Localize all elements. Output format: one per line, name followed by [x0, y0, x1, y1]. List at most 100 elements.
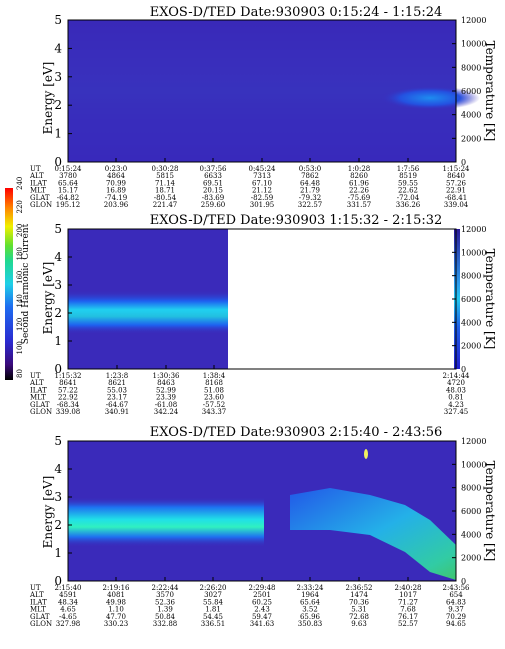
- row-label: MLT: [30, 606, 46, 614]
- ytick-label: 4: [54, 250, 62, 264]
- table-cell: 332.88: [153, 620, 178, 628]
- panel-3-ylabel: Energy [eV]: [41, 476, 55, 549]
- table-cell: 2:36:52: [346, 584, 373, 592]
- table-cell: 55.03: [107, 386, 127, 394]
- panel-1-y2label: Temperature [K]: [483, 41, 497, 142]
- table-cell: 2:22:44: [152, 584, 180, 592]
- panel-2-feature: [68, 290, 228, 334]
- table-cell: 52.99: [156, 386, 176, 394]
- table-cell: 4591: [59, 591, 77, 599]
- table-cell: -68.34: [57, 401, 80, 409]
- table-cell: -4.65: [59, 613, 77, 621]
- table-cell: 71.14: [155, 179, 176, 187]
- colorbar-tick-label: 180: [16, 247, 24, 260]
- table-cell: 8519: [399, 172, 417, 180]
- row-label: UT: [30, 584, 41, 592]
- table-cell: 2:19:16: [103, 584, 131, 592]
- colorbar-tick-label: 140: [16, 294, 24, 307]
- row-label: GLON: [30, 201, 52, 209]
- table-cell: 54.45: [203, 613, 223, 621]
- table-cell: 22.92: [58, 394, 78, 402]
- table-cell: 23.39: [156, 394, 176, 402]
- y2tick-label: 6000: [461, 87, 481, 96]
- table-cell: 3570: [156, 591, 174, 599]
- row-label: ILAT: [30, 179, 47, 187]
- table-cell: 2.43: [254, 606, 270, 614]
- y2tick-label: 12000: [461, 225, 486, 234]
- panel-2-title: EXOS-D/TED Date:930903 1:15:32 - 2:15:32: [150, 213, 443, 228]
- y2tick-label: 10000: [461, 40, 486, 49]
- table-cell: 9.37: [448, 606, 464, 614]
- table-cell: 8463: [157, 379, 175, 387]
- y2tick-label: 0: [461, 365, 466, 374]
- table-cell: 336.51: [201, 620, 226, 628]
- y2tick-label: 0: [461, 577, 466, 586]
- table-cell: 76.17: [398, 613, 418, 621]
- table-cell: 18.71: [155, 187, 175, 195]
- ytick-label: 2: [54, 98, 62, 112]
- ytick-label: 1: [54, 546, 62, 560]
- table-cell: 4864: [107, 172, 125, 180]
- panel-1-title: EXOS-D/TED Date:930903 0:15:24 - 1:15:24: [150, 5, 443, 20]
- table-cell: 1.39: [157, 606, 173, 614]
- colorbar-tick-label: 80: [16, 369, 24, 378]
- panel-3: EXOS-D/TED Date:930903 2:15:40 - 2:43:56…: [29, 425, 497, 628]
- panel-1: EXOS-D/TED Date:930903 0:15:24 - 1:15:24…: [29, 5, 497, 209]
- table-cell: 8640: [447, 172, 465, 180]
- colorbar-tick-label: 160: [16, 271, 24, 284]
- table-cell: 8260: [350, 172, 368, 180]
- table-cell: 70.99: [106, 179, 126, 187]
- table-cell: 654: [449, 591, 463, 599]
- table-cell: 259.60: [201, 201, 226, 209]
- row-label: ALT: [29, 172, 44, 180]
- ytick-label: 3: [54, 70, 62, 84]
- table-cell: 59.55: [398, 179, 418, 187]
- table-cell: 16.89: [106, 187, 126, 195]
- y2tick-label: 6000: [461, 295, 481, 304]
- table-cell: 3027: [204, 591, 222, 599]
- row-label: GLON: [30, 408, 52, 416]
- table-cell: 49.98: [106, 598, 126, 606]
- colorbar-tick-label: 100: [16, 341, 24, 354]
- y2tick-label: 12000: [461, 437, 486, 446]
- panel-3-spot: [364, 449, 368, 459]
- y2tick-label: 4000: [461, 530, 481, 539]
- y2tick-label: 0: [461, 158, 466, 167]
- table-cell: 70.36: [349, 598, 370, 606]
- table-cell: 350.83: [298, 620, 323, 628]
- table-cell: 5815: [156, 172, 174, 180]
- ytick-label: 4: [54, 41, 62, 55]
- table-cell: 8621: [108, 379, 126, 387]
- table-cell: 71.27: [398, 598, 418, 606]
- row-label: ILAT: [30, 598, 47, 606]
- table-cell: 327.45: [444, 408, 469, 416]
- table-cell: 7862: [301, 172, 319, 180]
- table-cell: 1:30:36: [153, 372, 181, 380]
- panel-3-feature-2: [290, 488, 456, 580]
- y2tick-label: 10000: [461, 460, 486, 469]
- colorbar-tick-label: 120: [16, 318, 24, 331]
- table-cell: 57.22: [58, 386, 78, 394]
- table-cell: 6633: [204, 172, 222, 180]
- table-cell: 0:53:0: [299, 165, 322, 173]
- table-cell: 55.84: [203, 598, 224, 606]
- row-label: GLON: [30, 620, 52, 628]
- y2tick-label: 8000: [461, 63, 481, 72]
- row-label: UT: [30, 165, 41, 173]
- table-cell: 3780: [59, 172, 77, 180]
- table-cell: 48.34: [58, 598, 79, 606]
- table-cell: 21.12: [252, 187, 272, 195]
- table-cell: -68.41: [445, 194, 467, 202]
- table-cell: 8641: [59, 379, 77, 387]
- colorbar-tick-label: 220: [16, 200, 24, 213]
- table-cell: 1:15:32: [55, 372, 82, 380]
- table-cell: 23.17: [107, 394, 127, 402]
- ytick-label: 3: [54, 490, 62, 504]
- ytick-label: 2: [54, 306, 62, 320]
- colorbar: Second Harmonic Current 240 220 200 180 160 1…: [5, 177, 31, 380]
- table-cell: -61.08: [155, 401, 177, 409]
- y2tick-label: 2000: [461, 342, 481, 351]
- table-cell: 0:45:24: [249, 165, 277, 173]
- table-cell: 7313: [253, 172, 271, 180]
- table-cell: 52.57: [398, 620, 418, 628]
